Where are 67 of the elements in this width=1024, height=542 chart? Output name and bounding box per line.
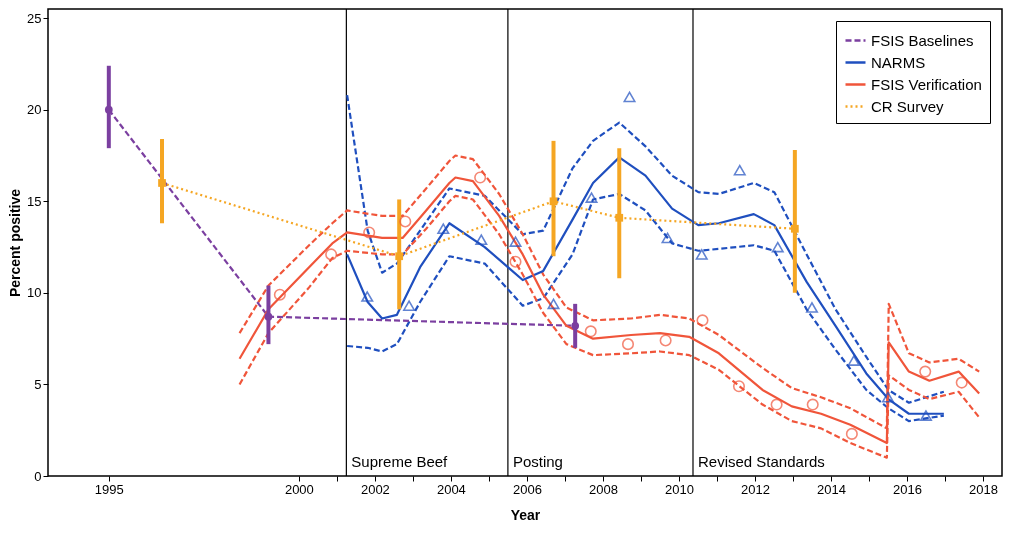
point [621, 338, 635, 351]
y-tick-label: 20 [27, 102, 42, 118]
x-tick-label: 2014 [817, 481, 846, 497]
point [547, 298, 560, 310]
point [733, 164, 746, 176]
point [696, 314, 709, 327]
x-tick-label: 2006 [512, 481, 542, 497]
point [955, 376, 968, 389]
y-tick-label: 5 [34, 376, 42, 392]
y-axis-title: Percent positive [7, 188, 24, 298]
point [509, 236, 522, 247]
point [615, 213, 624, 222]
ref-line-label: Posting [512, 453, 563, 470]
point [805, 302, 818, 313]
point [585, 192, 598, 203]
legend-label: CR Survey [871, 97, 945, 115]
legend-label: FSIS Baselines [871, 31, 974, 49]
x-tick-label: 2018 [969, 481, 998, 497]
legend-label: NARMS [871, 53, 926, 71]
point [919, 410, 933, 421]
point [437, 223, 450, 235]
x-tick-label: 2000 [284, 481, 314, 497]
point [395, 252, 404, 261]
point [361, 291, 374, 302]
point [881, 391, 895, 403]
point [661, 232, 674, 244]
point [847, 355, 860, 366]
ref-line-label: Revised Standards [698, 453, 825, 470]
point [104, 105, 113, 114]
point [845, 427, 858, 440]
ref-line-label: Supreme Beef [351, 453, 449, 470]
legend-label: FSIS Verification [871, 75, 982, 93]
x-axis-title: Year [510, 506, 541, 523]
point [584, 325, 597, 338]
point [571, 321, 580, 330]
line-series [346, 93, 945, 404]
point [325, 248, 338, 261]
y-tick-label: 25 [27, 10, 42, 26]
point [264, 312, 273, 321]
point [509, 255, 522, 268]
y-tick-label: 10 [27, 285, 42, 301]
point [549, 197, 558, 206]
point [158, 179, 166, 187]
point [659, 334, 672, 347]
x-tick-label: 2008 [588, 481, 618, 497]
point [695, 249, 708, 260]
point [732, 380, 746, 393]
x-tick-label: 2010 [664, 481, 694, 497]
point [475, 234, 488, 246]
point [919, 365, 932, 378]
x-tick-label: 2016 [893, 481, 922, 497]
point [363, 226, 376, 239]
x-tick-label: 1995 [94, 481, 124, 497]
point [771, 241, 784, 253]
y-tick-label: 0 [34, 468, 42, 484]
y-tick-label: 15 [27, 193, 42, 209]
x-tick-label: 2002 [360, 481, 390, 497]
point [770, 398, 783, 411]
point [273, 288, 286, 301]
point [474, 171, 487, 184]
point [790, 224, 799, 233]
point [399, 215, 412, 228]
point [806, 398, 819, 411]
point [623, 91, 636, 103]
point [403, 300, 416, 312]
x-tick-label: 2004 [436, 481, 466, 497]
x-tick-label: 2012 [740, 481, 770, 497]
